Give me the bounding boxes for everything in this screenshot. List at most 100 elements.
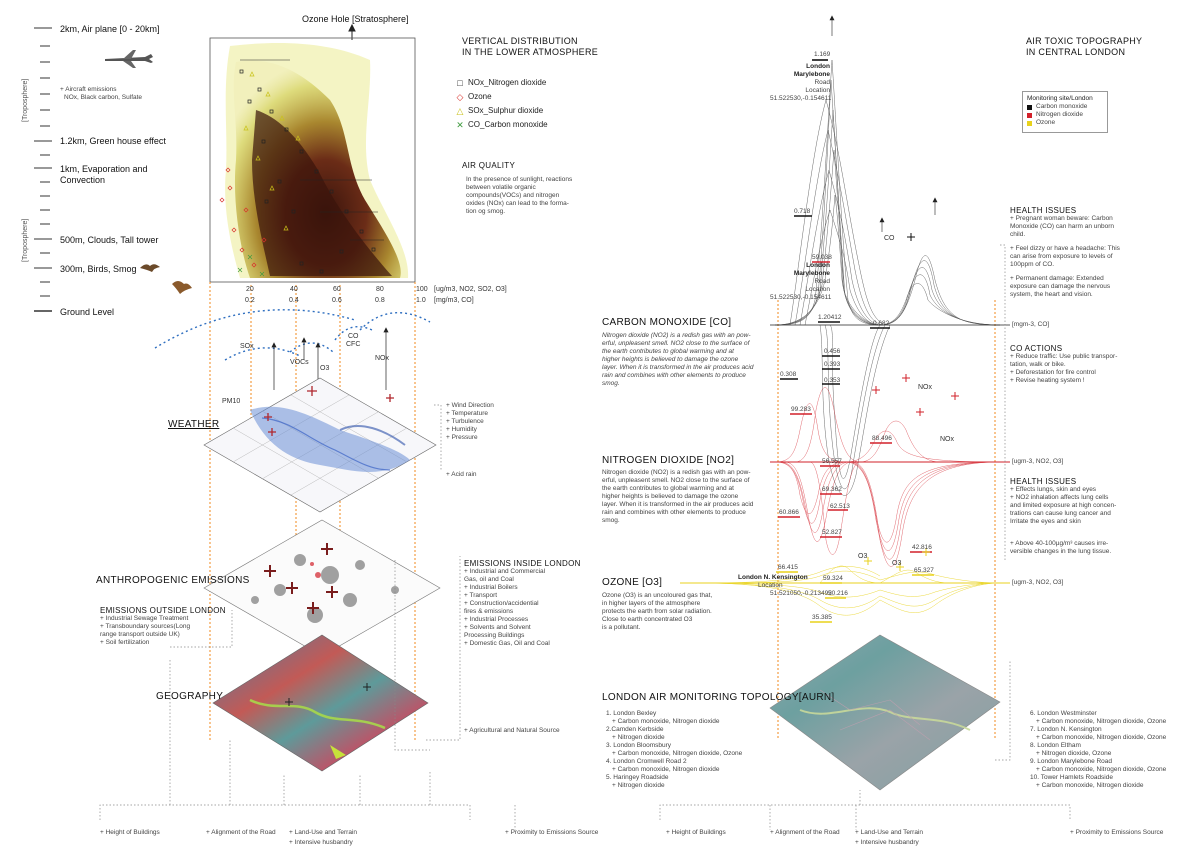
co-topography — [774, 59, 1001, 496]
gas-label-nox: NOx — [375, 355, 389, 362]
axis-tick: 0.2 — [245, 297, 255, 304]
swatch-icon — [1027, 112, 1032, 118]
site-marylebone-2: London Marylebone Road Location 51.52253… — [770, 262, 832, 301]
health-issues-co: + Pregnant woman beware: Carbon Monoxide … — [1010, 215, 1120, 298]
axis-tick: 60 — [333, 286, 341, 293]
cross-icon: ✕ — [456, 120, 464, 130]
pollution-cloud — [225, 42, 409, 279]
axis-unit-bottom: [mg/m3, CO] — [434, 297, 474, 304]
alignment-road-left: + Alignment of the Road — [206, 829, 276, 836]
legend-nitrogen-dioxide: Nitrogen dioxide — [1027, 111, 1103, 119]
gas-label-co: CO — [348, 333, 359, 340]
agricultural-source: + Agricultural and Natural Source — [464, 727, 560, 734]
legend-co: ✕ CO_Carbon monoxide — [456, 120, 548, 130]
weather-map — [203, 377, 437, 513]
axis-tick: 20 — [246, 286, 254, 293]
air-toxic-title-1: AIR TOXIC TOPOGRAPHY — [1026, 36, 1143, 46]
right-plus-markers — [864, 233, 959, 571]
right-connectors — [659, 244, 1071, 830]
distribution-markers — [219, 59, 384, 277]
bird-icon — [140, 264, 160, 272]
health-issues-co-title: HEALTH ISSUES — [1010, 206, 1077, 215]
alignment-road-right: + Alignment of the Road — [770, 829, 840, 836]
peak-value: 0.682 — [873, 320, 890, 327]
no2-heading: NITROGEN DIOXIDE [NO2] — [602, 455, 735, 466]
peak-value: 52.827 — [822, 529, 842, 536]
monitoring-legend-title: Monitoring site/London — [1027, 95, 1093, 102]
proximity-left: + Proximity to Emissions Source — [505, 829, 599, 836]
right-arrows — [829, 15, 938, 232]
land-use-left: + Land-Use and Terrain — [289, 829, 357, 836]
level-1km-2: Convection — [60, 175, 106, 185]
co-heading: CARBON MONOXIDE [CO] — [602, 317, 732, 328]
altitude-scale — [34, 27, 52, 312]
gas-label-vocs: VOCs — [290, 359, 309, 366]
air-toxic-title-2: IN CENTRAL LONDON — [1026, 47, 1126, 57]
peak-value: 0.308 — [780, 371, 797, 378]
air-quality-text: In the presence of sunlight, reactions be… — [466, 176, 573, 215]
anthropogenic-heading: ANTHROPOGENIC EMISSIONS — [96, 575, 250, 586]
health-issues-no2-title: HEALTH ISSUES — [1010, 477, 1077, 486]
level-300m: 300m, Birds, Smog — [60, 264, 137, 274]
aurn-map — [769, 634, 1001, 791]
o3-topography — [679, 565, 1001, 616]
ozone-hole-label: Ozone Hole [Stratosphere] — [302, 14, 409, 24]
vertical-distribution-title-2: IN THE LOWER ATMOSPHERE — [462, 47, 599, 57]
level-1-2km: 1.2km, Green house effect — [60, 136, 166, 146]
peak-value: 69.362 — [822, 486, 842, 493]
peak-value: 1.169 — [814, 51, 831, 58]
bird-icon — [172, 281, 192, 294]
weather-list: + Wind Direction + Temperature + Turbulenc… — [446, 402, 494, 441]
peak-value: 66.415 — [778, 564, 798, 571]
legend-nox: □ NOx_Nitrogen dioxide — [457, 78, 547, 88]
gas-label-o3: O3 — [320, 365, 330, 372]
peak-value: 59.038 — [812, 254, 832, 261]
husbandry-left: + Intensive husbandry — [289, 839, 353, 846]
emissions-inside-list: + Industrial and Commercial Gas, oil and … — [464, 568, 550, 647]
diamond-icon: ◇ — [456, 92, 464, 102]
aurn-sites-left: 1. London Bexley + Carbon monoxide, Nitro… — [606, 710, 743, 789]
level-1km: 1km, Evaporation and — [60, 164, 148, 174]
axis-tick: 0.6 — [332, 297, 342, 304]
co-actions: + Reduce traffic: Use public transpor-ta… — [1010, 353, 1118, 384]
troposphere-label-2: [Troposphere] — [22, 218, 29, 262]
level-ground: Ground Level — [60, 307, 115, 317]
proximity-right: + Proximity to Emissions Source — [1070, 829, 1164, 836]
axis-unit-top: [ug/m3, NO2, SO2, O3] — [434, 286, 507, 293]
gas-label-sox: SOx — [240, 343, 254, 350]
peak-value: 56.557 — [822, 458, 842, 465]
peak-value: 42.816 — [912, 544, 932, 551]
peak-value: 0.393 — [824, 361, 841, 368]
peak-value: 50.216 — [828, 590, 848, 597]
peak-value: 35.385 — [812, 614, 832, 621]
axis-tick: 80 — [376, 286, 384, 293]
peak-value: 60.866 — [779, 509, 799, 516]
peak-value: 0.353 — [824, 377, 841, 384]
peak-value: 65.327 — [914, 567, 934, 574]
legend-ozone: ◇ Ozone — [456, 92, 492, 102]
peak-value: 0.456 — [824, 348, 841, 355]
axis-tick: 100 — [416, 286, 428, 293]
gas-label-pm10: PM10 — [222, 398, 241, 405]
height-of-buildings-left: + Height of Buildings — [100, 829, 160, 836]
no2-unit: [ugm-3, NO2, O3] — [1012, 458, 1064, 465]
no2-text: Nitrogen dioxide (NO2) is a redish gas w… — [602, 469, 754, 524]
blue-arcs — [154, 309, 431, 361]
site-marylebone-1: London Marylebone Road Location 51.52253… — [770, 63, 832, 102]
distribution-chart-frame — [209, 37, 416, 283]
axis-tick: 40 — [290, 286, 298, 293]
peak-value: 62.513 — [830, 503, 850, 510]
air-quality-title: AIR QUALITY — [462, 161, 516, 170]
husbandry-right: + Intensive husbandry — [855, 839, 919, 846]
land-use-right: + Land-Use and Terrain — [855, 829, 923, 836]
aurn-heading: LONDON AIR MONITORING TOPOLOGY[AURN] — [602, 692, 835, 703]
o3-peak-label-2: O3 — [892, 560, 902, 567]
peak-value: 1.20412 — [818, 314, 842, 321]
emissions-outside-title: EMISSIONS OUTSIDE LONDON — [100, 606, 226, 615]
no2-topography — [774, 387, 1001, 567]
legend-sox: △ SOx_Sulphur dioxide — [456, 106, 544, 116]
health-issues-no2: + Effects lungs, skin and eyes + NO2 inha… — [1010, 486, 1117, 555]
legend-ozone-swatch: Ozone — [1027, 119, 1103, 127]
site-kensington: London N. Kensington Location 51.521050,… — [738, 574, 832, 597]
